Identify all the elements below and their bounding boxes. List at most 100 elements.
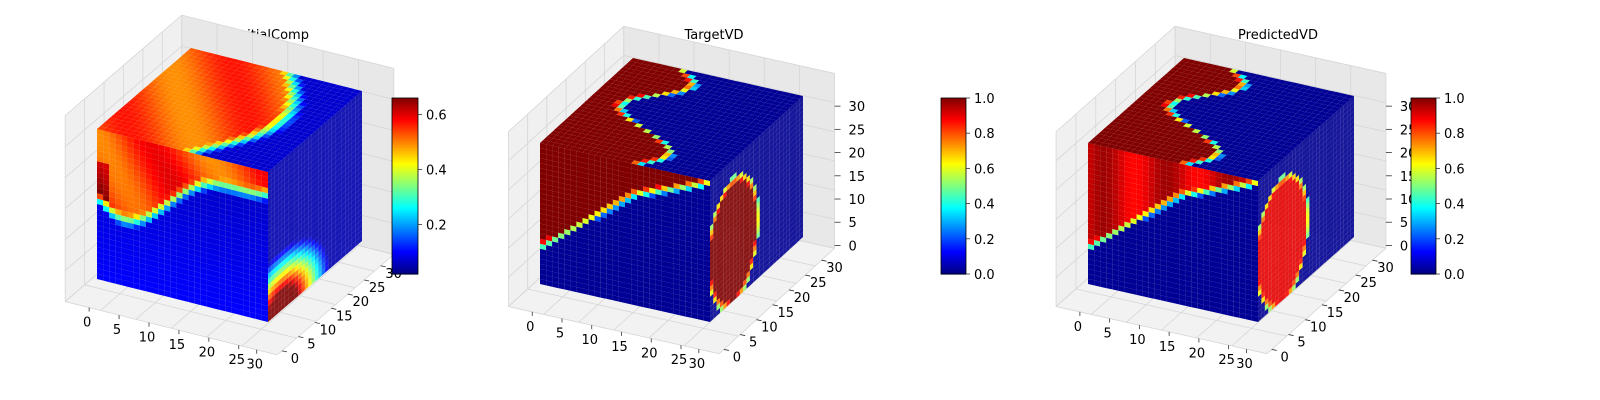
voxel-side xyxy=(268,254,272,264)
voxel-side xyxy=(301,225,305,235)
voxel-side xyxy=(345,140,349,149)
voxel-front xyxy=(127,136,134,144)
voxel-front xyxy=(115,149,122,157)
voxel-front xyxy=(206,295,213,303)
voxel-side xyxy=(341,196,346,205)
voxel-side xyxy=(284,192,289,201)
voxel-side xyxy=(274,174,279,183)
voxel-front xyxy=(115,160,122,168)
voxel-side xyxy=(325,248,329,257)
voxel-front xyxy=(188,243,195,250)
voxel-front xyxy=(261,202,268,210)
voxel-front xyxy=(206,156,213,164)
voxel-side xyxy=(335,159,339,168)
voxel-front xyxy=(158,219,165,227)
voxel-front xyxy=(145,146,152,154)
voxel-side xyxy=(298,277,302,286)
voxel-side xyxy=(291,288,295,297)
y-tick xyxy=(740,334,746,336)
voxel-side xyxy=(345,231,349,240)
voxel-side xyxy=(271,219,275,228)
voxel-side xyxy=(278,289,282,298)
voxel-front xyxy=(182,177,189,185)
voxel-front xyxy=(219,282,226,290)
voxel-front xyxy=(109,212,116,220)
voxel-side xyxy=(325,227,329,236)
voxel-front xyxy=(213,254,220,262)
voxel-side xyxy=(271,193,275,202)
voxel-side xyxy=(288,173,292,182)
voxel-side xyxy=(268,195,272,205)
voxel-side xyxy=(284,240,289,249)
voxel-front xyxy=(243,176,250,184)
voxel-front xyxy=(109,158,116,166)
voxel-front xyxy=(97,257,104,265)
voxel-side xyxy=(301,156,305,165)
voxel-front xyxy=(231,178,238,186)
voxel-front xyxy=(188,205,195,213)
voxel-side xyxy=(308,241,312,250)
voxel-front xyxy=(139,214,146,222)
voxel-front xyxy=(194,201,201,209)
voxel-front xyxy=(219,288,226,296)
voxel-front xyxy=(182,279,189,286)
voxel-front xyxy=(170,147,177,155)
voxel-front xyxy=(243,208,250,216)
voxel-front xyxy=(133,191,140,199)
voxel-side xyxy=(321,128,326,137)
voxel-front xyxy=(164,269,171,276)
voxel-side xyxy=(318,195,322,204)
voxel-side xyxy=(291,234,295,243)
voxel-side xyxy=(304,201,309,210)
voxel-side xyxy=(291,261,295,270)
voxel-side xyxy=(345,113,349,122)
voxel-side xyxy=(278,305,282,314)
voxel-side xyxy=(315,241,319,250)
voxel-front xyxy=(182,295,189,302)
voxel-front xyxy=(213,222,220,230)
voxel-front xyxy=(115,267,122,275)
voxel-side xyxy=(321,251,326,260)
voxel-side xyxy=(325,253,329,263)
voxel-side xyxy=(315,155,319,164)
voxel-front xyxy=(152,142,159,150)
voxel-side xyxy=(321,138,326,148)
voxel-front xyxy=(237,185,244,193)
voxel-front xyxy=(152,212,159,220)
voxel-side xyxy=(311,233,315,242)
voxel-side xyxy=(331,253,336,262)
voxel-front xyxy=(261,293,268,301)
voxel-front xyxy=(213,233,220,241)
voxel-front xyxy=(127,163,134,171)
voxel-front xyxy=(158,240,165,248)
voxel-side xyxy=(345,247,349,256)
voxel-front xyxy=(97,134,104,142)
voxel-side xyxy=(281,270,285,279)
voxel-front xyxy=(194,180,201,188)
voxel-side xyxy=(321,203,326,212)
voxel-front xyxy=(97,145,104,152)
voxel-front xyxy=(109,266,116,273)
voxel-side xyxy=(301,150,305,160)
voxel-front xyxy=(206,210,213,218)
voxel-front xyxy=(261,266,268,274)
voxel-side xyxy=(338,145,342,155)
voxel-front xyxy=(127,233,134,240)
voxel-front xyxy=(133,165,140,172)
voxel-side xyxy=(274,200,279,210)
voxel-side xyxy=(281,173,285,182)
voxel-side xyxy=(274,233,279,242)
voxel-front xyxy=(103,205,110,213)
voxel-front xyxy=(170,195,177,203)
voxel-side xyxy=(294,258,299,267)
voxel-front xyxy=(194,228,201,236)
voxel-front xyxy=(133,223,140,231)
voxel-front xyxy=(200,240,207,248)
voxel-side xyxy=(308,279,312,288)
voxel-side xyxy=(274,297,279,306)
voxel-front xyxy=(170,276,177,283)
voxel-front xyxy=(261,272,268,280)
voxel-side xyxy=(274,265,279,274)
voxel-front xyxy=(231,168,238,175)
voxel-side xyxy=(328,192,332,201)
